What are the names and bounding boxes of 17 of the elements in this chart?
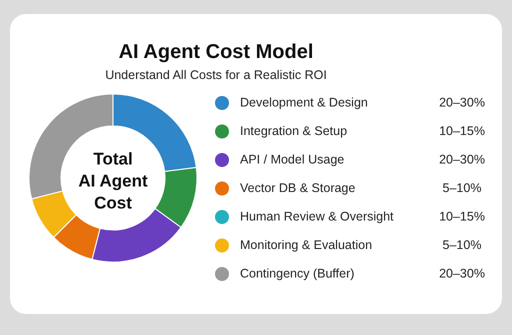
legend-label: API / Model Usage [240,152,344,166]
text: 10–15% [439,124,485,138]
text: Total AI Agent Cost [78,149,148,212]
text: 20–30% [439,152,485,166]
text: 5–10% [442,180,482,195]
text: 5–10% [442,238,482,252]
legend-label: Vector DB & Storage [240,180,356,195]
legend-label: Contingency (Buffer) [240,266,354,280]
text: 20–30% [439,266,485,280]
legend-label: Human Review & Oversight [240,209,394,224]
text: 20–30% [439,95,485,110]
text: 10–15% [439,209,485,224]
legend-label: Development & Design [240,95,368,110]
legend-label: Integration & Setup [240,124,348,138]
chart-title: AI Agent Cost Model [118,41,314,63]
chart-subtitle: Understand All Costs for a Realistic ROI [105,68,327,82]
legend-label: Monitoring & Evaluation [240,238,372,252]
